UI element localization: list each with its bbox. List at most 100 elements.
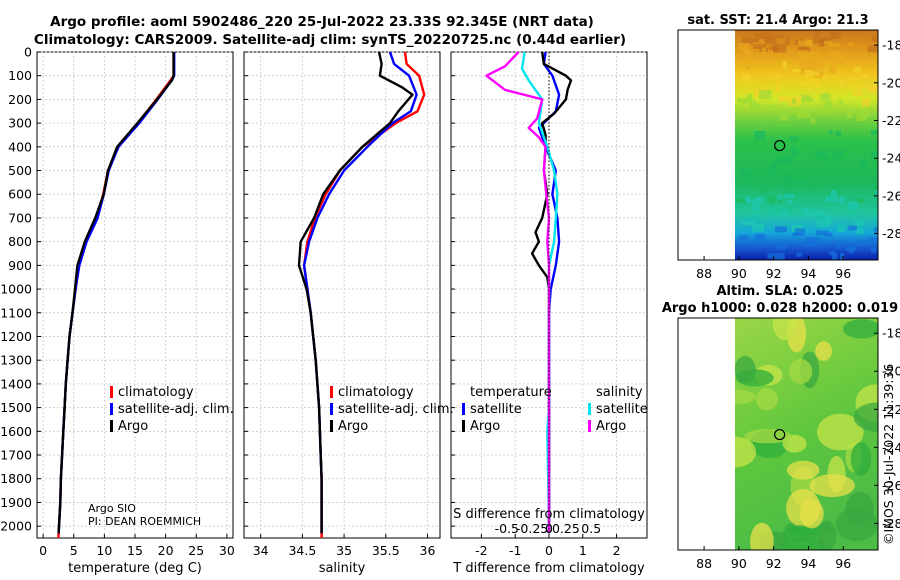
- legend-swatch-s-satellite: [588, 403, 591, 415]
- legend-label-t-satellite: satellite: [470, 402, 522, 417]
- sst-texture-cell: [760, 30, 774, 40]
- temperature-xtick-label: 15: [127, 543, 143, 558]
- temperature-series-line: [57, 52, 176, 534]
- sla_map-ytick-label: -22: [882, 402, 900, 417]
- legend-label-satellite: satellite-adj. clim.: [118, 402, 234, 417]
- sla-texture-blob: [835, 507, 878, 542]
- sst-texture-cell: [794, 228, 805, 236]
- depth-tick-label: 200: [8, 92, 32, 107]
- sst-texture-cell: [775, 226, 787, 233]
- sla_map-xtick-label: 90: [731, 556, 747, 571]
- sst-texture-cell: [750, 104, 759, 110]
- sst-texture-cell: [769, 105, 780, 110]
- sst-texture-cell: [872, 54, 877, 60]
- sla-map-axes: 88 90 92 94 96 -18 -20 -22 -24 -26 -28: [696, 326, 900, 571]
- sst-texture-cell: [773, 43, 787, 53]
- sst-texture-cell: [770, 209, 776, 213]
- sst-texture-cell: [754, 34, 763, 38]
- sla-texture-blob: [772, 318, 797, 341]
- temperature-xtick-label: 5: [70, 543, 78, 558]
- sst-texture-cell: [777, 199, 782, 203]
- sst-texture-cell: [754, 130, 766, 140]
- sst-texture-cell: [790, 147, 798, 156]
- sst-texture-cell: [771, 163, 777, 170]
- sst-texture-cell: [862, 82, 868, 87]
- legend-swatch-climatology: [330, 386, 333, 398]
- depth-tick-label: 500: [8, 163, 32, 178]
- sst-texture-cell: [789, 136, 799, 141]
- depth-tick-label: 1800: [0, 471, 32, 486]
- sst-texture-cell: [817, 220, 831, 228]
- sla_map-ytick-label: -28: [882, 516, 900, 531]
- sst-texture-cell: [774, 83, 780, 91]
- legend-swatch-s-argo: [588, 420, 591, 432]
- sst-texture-cell: [874, 230, 878, 234]
- sst-texture-cell: [835, 131, 841, 136]
- t-difference-xlabel: T difference from climatology: [452, 561, 645, 576]
- depth-tick-label: 2000: [0, 519, 32, 534]
- sst-map-field: [735, 30, 878, 260]
- sst-texture-cell: [831, 252, 838, 260]
- sst-texture-cell: [845, 247, 857, 251]
- argo-note-line1: Argo SIO: [88, 502, 136, 515]
- sst-texture-cell: [755, 233, 766, 242]
- sst-texture-cell: [846, 110, 853, 119]
- sst-texture-cell: [746, 66, 751, 70]
- depth-tick-label: 300: [8, 116, 32, 131]
- sst-texture-cell: [857, 240, 870, 246]
- sst_map-xtick-label: 88: [696, 266, 712, 281]
- sst-texture-cell: [825, 157, 838, 162]
- sst-texture-cell: [873, 185, 878, 191]
- salinity-panel-frame: [243, 51, 441, 539]
- sst-texture-cell: [831, 32, 841, 39]
- sst-texture-cell: [867, 237, 878, 243]
- sla-texture-blob: [817, 520, 837, 550]
- sla-field-texture: [735, 318, 878, 550]
- sla_map-xtick-label: 88: [696, 556, 712, 571]
- legend-title-salinity: salinity: [596, 385, 643, 400]
- sst-texture-cell: [810, 118, 816, 124]
- temperature-legend: climatology satellite-adj. clim. Argo: [110, 385, 234, 434]
- sst-texture-cell: [767, 169, 778, 174]
- sst_map-xtick-label: 94: [800, 266, 816, 281]
- sst-texture-cell: [748, 198, 761, 203]
- legend-label-s-satellite: satellite: [596, 402, 648, 417]
- sst-land-mask: [678, 30, 735, 260]
- sst-texture-cell: [796, 179, 808, 183]
- sst-texture-cell: [742, 49, 752, 59]
- depth-tick-label: 1700: [0, 448, 32, 463]
- depth-tick-label: 1600: [0, 424, 32, 439]
- sst-texture-cell: [746, 94, 753, 100]
- figure-title-line1: Argo profile: aoml 5902486_220 25-Jul-20…: [50, 14, 594, 30]
- argo-note-line2: PI: DEAN ROEMMICH: [88, 515, 201, 528]
- depth-tick-label: 600: [8, 187, 32, 202]
- sst-texture-cell: [763, 54, 771, 58]
- salinity-xtick-label: 36: [420, 543, 436, 558]
- sla-texture-blob: [853, 402, 878, 432]
- sst-texture-cell: [856, 112, 866, 121]
- sst-texture-cell: [814, 82, 820, 88]
- sst-texture-cell: [776, 194, 783, 199]
- sst_map-xtick-label: 92: [766, 266, 782, 281]
- legend-swatch-argo: [110, 420, 113, 432]
- sst-texture-cell: [801, 94, 810, 100]
- temperature-xlabel: temperature (deg C): [68, 561, 202, 576]
- sst-texture-cell: [825, 195, 839, 203]
- depth-tick-label: 400: [8, 139, 32, 154]
- sst-texture-cell: [853, 89, 863, 96]
- sla-texture-blob: [735, 355, 756, 384]
- sst-texture-cell: [778, 157, 792, 165]
- sst-texture-cell: [806, 52, 820, 60]
- depth-tick-label: 1000: [0, 282, 32, 297]
- sst-texture-cell: [837, 224, 845, 232]
- sst-texture-cell: [784, 174, 790, 180]
- sst-texture-cell: [813, 35, 819, 44]
- sst-texture-cell: [862, 110, 870, 118]
- sla-texture-blob: [817, 413, 864, 451]
- depth-tick-label: 0: [24, 45, 32, 60]
- sst-texture-cell: [872, 84, 878, 90]
- sst-texture-cell: [853, 198, 866, 204]
- sla_map-argo-position-marker: [774, 428, 786, 441]
- sst-texture-cell: [818, 109, 828, 114]
